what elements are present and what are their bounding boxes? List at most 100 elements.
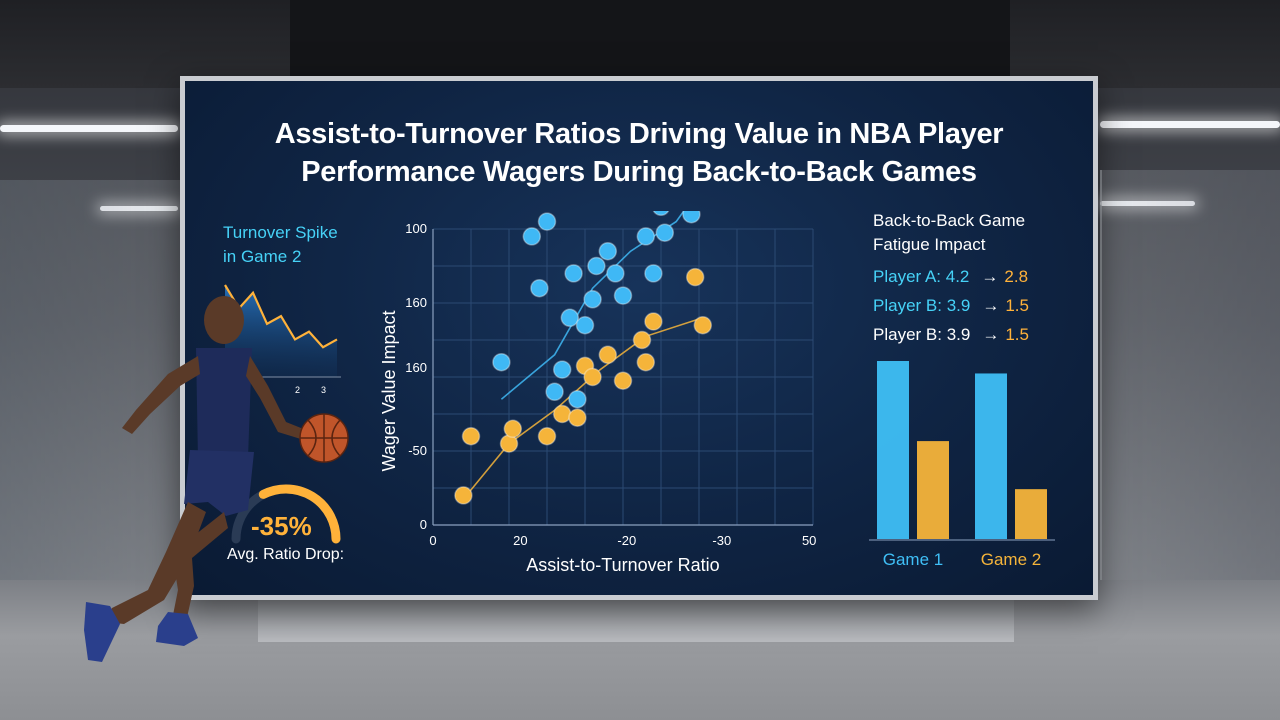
- y-tick-label: 160: [405, 295, 427, 310]
- y-tick-label: -50: [408, 443, 427, 458]
- trend-line: [462, 317, 704, 500]
- bar-category-label: Game 1: [883, 550, 943, 569]
- x-tick-label: 20: [513, 533, 527, 548]
- scatter-point-orange: [644, 312, 663, 331]
- scatter-point-blue: [568, 389, 587, 409]
- glass-wall-right: [1100, 170, 1280, 590]
- scatter-point-blue: [682, 211, 701, 224]
- chart-title-line-2: Performance Wagers During Back-to-Back G…: [301, 156, 977, 188]
- scatter-point-orange: [636, 352, 656, 372]
- scatter-point-orange: [568, 408, 587, 427]
- y-tick-label: 160: [405, 360, 427, 375]
- scatter-point-blue: [636, 227, 656, 246]
- fatigue-impact-title-line-2: Fatigue Impact: [873, 235, 986, 254]
- player-head: [204, 296, 244, 344]
- player-after-value: 1.5: [1005, 325, 1029, 344]
- scatter-point-blue: [655, 223, 675, 242]
- scatter-chart: 0 20 -20 -30 50 0 -50 160 160 100 Assist-to-Turno…: [379, 211, 816, 575]
- scatter-point-blue: [652, 211, 670, 217]
- ceiling-light-left-2: [100, 206, 178, 211]
- bar-blue: [877, 361, 909, 539]
- scatter-point-blue: [583, 290, 602, 309]
- turnover-spike-title-line-2: in Game 2: [223, 247, 302, 266]
- ceiling-light-right: [1100, 121, 1280, 128]
- fatigue-impact-row: Player B: 3.9 → 1.5: [873, 296, 1029, 316]
- arrow-right-icon: →: [981, 267, 999, 286]
- scatter-point-blue: [644, 264, 663, 283]
- scatter-point-orange: [461, 426, 481, 446]
- spike-line: [224, 284, 338, 349]
- scatter-point-blue: [530, 278, 549, 298]
- arrow-right-icon: →: [982, 296, 1000, 315]
- chart-title: Assist-to-Turnover Ratios Driving Value …: [185, 115, 1093, 191]
- player-after-value: 2.8: [1004, 267, 1029, 286]
- x-axis-label: Assist-to-Turnover Ratio: [526, 555, 719, 575]
- chart-title-line-1: Assist-to-Turnover Ratios Driving Value …: [274, 118, 1004, 150]
- scatter-point-blue: [587, 256, 606, 276]
- scatter-point-blue: [575, 315, 595, 335]
- scatter-point-blue: [522, 227, 542, 246]
- turnover-spike-title: Turnover Spike in Game 2: [223, 221, 338, 269]
- ratio-drop-gauge: [231, 484, 341, 544]
- x-tick-label: 50: [802, 533, 816, 548]
- scatter-point-blue: [564, 264, 583, 283]
- player-torso: [196, 348, 252, 460]
- ceiling-light-right-2: [1100, 201, 1195, 206]
- scatter-point-orange: [632, 330, 652, 350]
- scatter-point-orange: [613, 371, 633, 390]
- scatter-point-blue: [537, 212, 557, 231]
- bar-orange: [917, 441, 949, 539]
- bar-blue: [975, 373, 1007, 539]
- fatigue-impact-row: Player A: 4.2 → 2.8: [873, 267, 1028, 287]
- y-tick-label: 0: [420, 517, 427, 532]
- fatigue-impact-row: Player B: 3.9 → 1.5: [873, 325, 1029, 345]
- ceiling-light-left: [0, 125, 178, 132]
- game-bar-chart: Game 1 Game 2: [869, 361, 1055, 569]
- scatter-point-blue: [560, 308, 580, 328]
- scatter-point-blue: [598, 241, 618, 261]
- player-shorts: [184, 450, 254, 516]
- x-tick-label: -20: [617, 533, 636, 548]
- y-axis-label: Wager Value Impact: [379, 310, 399, 471]
- scatter-point-orange: [583, 367, 602, 387]
- ceiling-recess: [290, 0, 1010, 82]
- player-shoe-front: [156, 612, 198, 646]
- scatter-point-blue: [613, 286, 633, 305]
- scatter-point-orange: [552, 404, 572, 424]
- gauge-value: -35%: [251, 511, 312, 541]
- bar-orange: [1015, 489, 1047, 539]
- player-shoe-back: [84, 602, 120, 662]
- glass-wall-left: [0, 180, 187, 580]
- gauge-fill: [258, 484, 341, 544]
- fatigue-impact-title-line-1: Back-to-Back Game: [873, 211, 1026, 230]
- x-tick-label: -30: [712, 533, 731, 548]
- player-before-value: Player A: 4.2: [873, 267, 970, 286]
- scatter-point-orange: [454, 486, 473, 505]
- scatter-point-orange: [693, 315, 713, 335]
- scatter-point-blue: [492, 352, 511, 372]
- spike-tick-label: 3: [321, 385, 326, 395]
- x-tick-label: 0: [429, 533, 436, 548]
- scatter-point-blue: [552, 360, 572, 379]
- scatter-point-blue: [545, 382, 564, 402]
- basketball-seam: [300, 414, 348, 462]
- player-arm-left: [122, 356, 200, 434]
- scatter-point-blue: [606, 264, 625, 283]
- scatter-point-orange: [503, 419, 523, 439]
- turnover-spike-title-line-1: Turnover Spike: [223, 223, 338, 242]
- display-screen: Assist-to-Turnover Ratios Driving Value …: [180, 76, 1098, 600]
- player-before-value: Player B: 3.9: [873, 325, 971, 344]
- gauge-label: Avg. Ratio Drop:: [227, 546, 345, 563]
- y-tick-label: 100: [405, 221, 427, 236]
- player-before-value: Player B: 3.9: [873, 296, 971, 315]
- scatter-point-orange: [537, 426, 557, 446]
- scatter-point-orange: [685, 267, 705, 287]
- player-arm-right: [246, 356, 306, 440]
- basketball-player-illustration: [84, 296, 349, 662]
- spike-tick-label: 2: [295, 385, 300, 395]
- player-after-value: 1.5: [1005, 296, 1029, 315]
- player-leg-front: [172, 512, 228, 622]
- spike-area: [225, 285, 337, 377]
- bar-category-label: Game 2: [981, 550, 1041, 569]
- scatter-point-orange: [598, 345, 618, 365]
